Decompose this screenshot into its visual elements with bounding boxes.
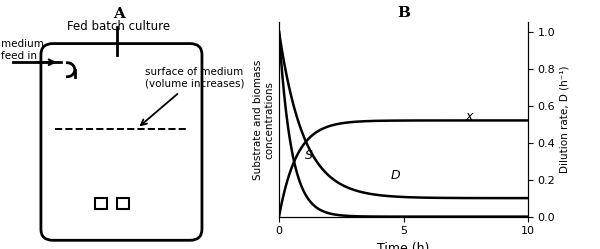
Bar [95, 198, 107, 209]
X-axis label: Time (h): Time (h) [377, 242, 430, 249]
Text: D: D [391, 169, 401, 183]
Y-axis label: Dilution rate, D (h⁻¹): Dilution rate, D (h⁻¹) [560, 66, 569, 173]
Bar [118, 198, 130, 209]
Text: medium
feed in: medium feed in [1, 39, 44, 61]
Text: Fed batch culture: Fed batch culture [67, 20, 170, 33]
FancyBboxPatch shape [41, 44, 202, 240]
Text: surface of medium
(volume increases): surface of medium (volume increases) [145, 67, 245, 89]
Text: A: A [113, 7, 125, 21]
Text: S: S [305, 149, 313, 162]
Y-axis label: Substrate and biomass
concentrations: Substrate and biomass concentrations [253, 59, 275, 180]
Title: B: B [397, 6, 410, 20]
Text: x: x [466, 110, 473, 123]
